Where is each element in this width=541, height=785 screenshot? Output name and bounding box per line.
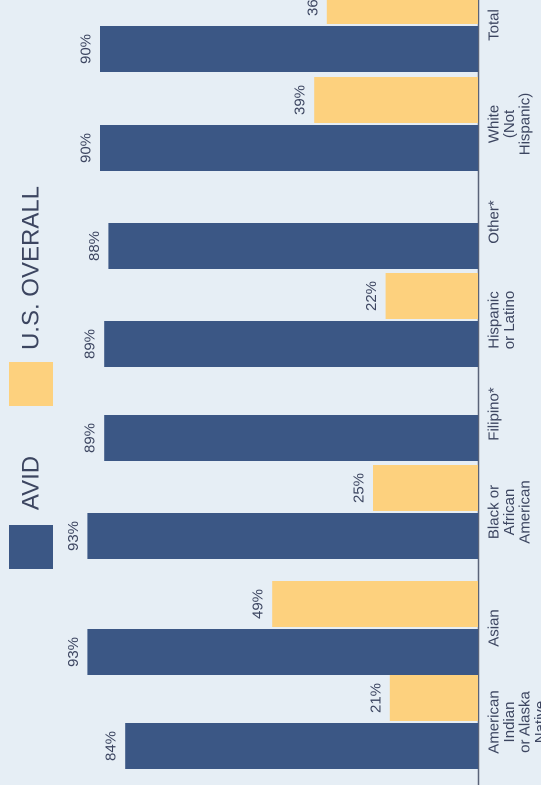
bar-us-overall (272, 581, 478, 627)
bar-us-overall (385, 273, 478, 319)
category-label-line: White (486, 105, 503, 143)
data-label-us-overall: 36% (304, 0, 321, 16)
category-label-line: Hispanic) (517, 93, 534, 156)
bar-avid (104, 415, 478, 461)
category-label-line: American (486, 690, 503, 753)
bar-avid (108, 223, 479, 269)
legend-label-us-overall: U.S. OVERALL (18, 186, 45, 350)
category-label: Asian (486, 609, 503, 647)
category-label-line: Native (532, 701, 541, 744)
data-label-us-overall: 49% (250, 589, 267, 619)
data-label-avid: 93% (65, 521, 82, 551)
bar-avid (87, 629, 479, 675)
bar-avid (104, 321, 478, 367)
category-label-line: or Alaska (517, 690, 534, 752)
bar-us-overall (389, 675, 478, 721)
data-label-avid: 90% (78, 34, 95, 64)
data-label-us-overall: 22% (363, 281, 380, 311)
category-label: Other* (486, 200, 503, 244)
legend-swatch-us-overall (9, 362, 53, 406)
category-label: Filipino* (486, 387, 503, 441)
category-label-line: Asian (486, 609, 503, 647)
bar-avid (100, 125, 478, 171)
category-label-line: Indian (501, 702, 518, 743)
legend-label-avid: AVID (18, 456, 45, 510)
category-label-line: or Latino (501, 291, 518, 349)
category-label-line: African (501, 489, 518, 536)
data-label-avid: 90% (78, 133, 95, 163)
category-label-line: Hispanic (486, 291, 503, 349)
data-label-avid: 93% (65, 637, 82, 667)
bar-us-overall (314, 77, 478, 123)
bar-avid (125, 723, 478, 769)
data-label-us-overall: 39% (292, 85, 309, 115)
data-label-us-overall: 25% (351, 473, 368, 503)
category-label-line: Total (486, 9, 503, 41)
bar-avid (87, 513, 479, 559)
category-label-line: Other* (486, 200, 503, 244)
bar-avid (100, 26, 478, 72)
legend-swatch-avid (9, 525, 53, 569)
category-label: Total (486, 9, 503, 41)
category-label-line: Filipino* (486, 387, 503, 441)
category-label-line: American (517, 480, 534, 543)
bar-us-overall (373, 465, 478, 511)
data-label-us-overall: 21% (367, 683, 384, 713)
category-label-line: (Not (501, 109, 518, 138)
legend: AVID U.S. OVERALL (9, 186, 53, 569)
data-label-avid: 89% (82, 423, 99, 453)
data-label-avid: 84% (103, 731, 120, 761)
bar-us-overall (326, 0, 478, 24)
data-label-avid: 88% (86, 231, 103, 261)
data-label-avid: 89% (82, 329, 99, 359)
category-label-line: Black or (486, 485, 503, 539)
